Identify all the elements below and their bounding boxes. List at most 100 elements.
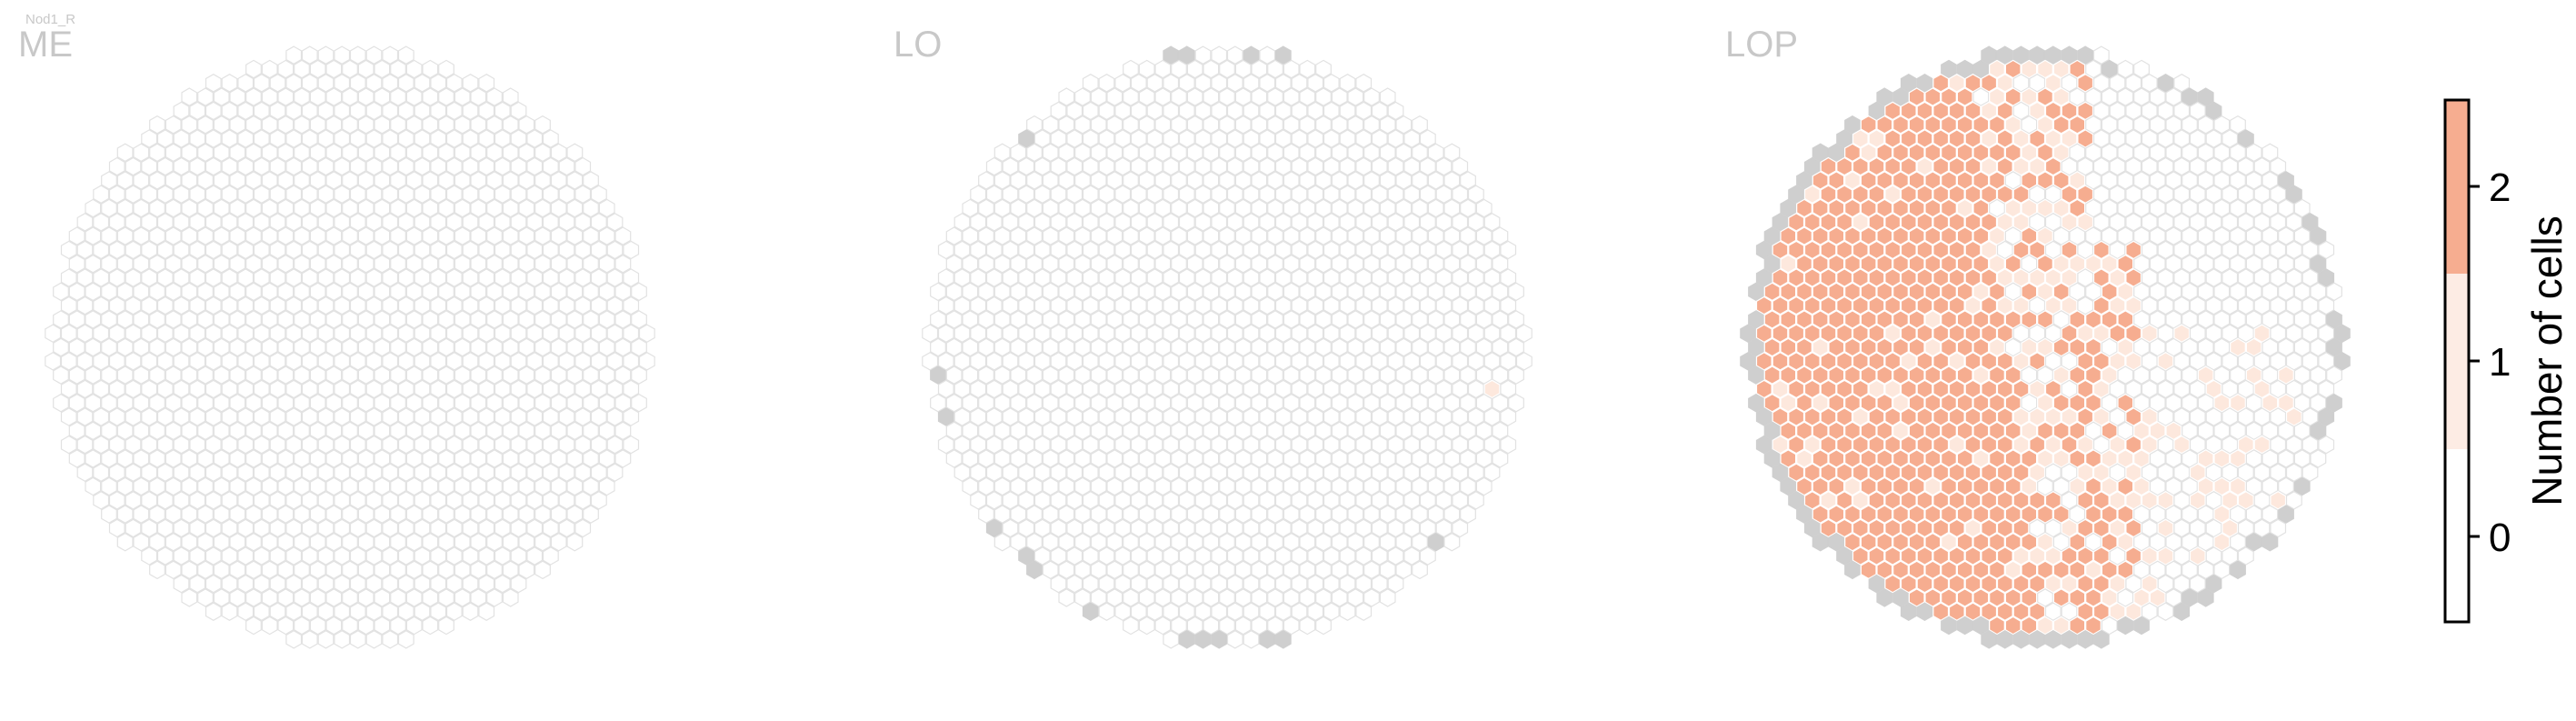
hex-column <box>1163 324 1180 343</box>
hex-column <box>1291 185 1308 204</box>
hex-column <box>1395 226 1413 245</box>
hex-column <box>1924 198 1942 218</box>
hex-column <box>1082 518 1099 538</box>
hex-column <box>1900 101 1917 121</box>
hex-column <box>1932 352 1950 371</box>
hex-column <box>1452 213 1469 232</box>
hex-column <box>1082 379 1099 399</box>
hex-column <box>1291 74 1308 93</box>
hex-column <box>1018 463 1035 482</box>
hex-column <box>462 518 479 538</box>
hex-column <box>2061 185 2078 204</box>
hex-column <box>1892 532 1909 552</box>
hex-column <box>365 602 383 621</box>
hex-column <box>1315 532 1332 552</box>
hex-column <box>1403 491 1421 510</box>
hex-column <box>2012 129 2030 148</box>
hex-column <box>1788 213 1805 232</box>
hex-column <box>1956 449 1973 468</box>
hex-column <box>2182 115 2198 135</box>
hex-column <box>1259 324 1276 343</box>
hex-column <box>558 518 575 538</box>
hex-column <box>1460 282 1476 302</box>
hex-column <box>1106 143 1123 163</box>
hex-column <box>542 518 559 538</box>
hex-column <box>430 268 447 287</box>
hex-column <box>590 213 607 232</box>
hex-column <box>342 476 358 496</box>
hex-column <box>1315 310 1332 329</box>
hex-column <box>1299 87 1316 106</box>
hex-column <box>1836 156 1853 176</box>
hex-column <box>414 240 431 260</box>
hex-column <box>2133 505 2150 524</box>
hex-column <box>261 87 278 106</box>
hex-column <box>1283 616 1300 636</box>
hex-column <box>1291 574 1308 594</box>
hex-column <box>2029 352 2046 371</box>
hex-column <box>1852 324 1869 343</box>
hex-column <box>1042 115 1059 135</box>
hex-column <box>229 198 246 218</box>
hex-column <box>285 435 303 455</box>
hex-column <box>173 352 190 371</box>
hex-column <box>1981 491 1998 510</box>
hex-column <box>76 463 94 482</box>
hex-column <box>245 143 262 163</box>
panel-title-me: ME <box>18 25 73 65</box>
hex-column <box>614 449 632 468</box>
hex-column <box>534 560 551 580</box>
hex-column <box>478 185 495 204</box>
hex-column <box>2149 198 2166 218</box>
hex-column <box>1956 87 1973 106</box>
hex-column <box>325 115 343 135</box>
hex-column <box>1163 518 1180 538</box>
hex-column <box>1475 226 1493 245</box>
hex-column <box>550 337 567 357</box>
hex-column <box>1932 295 1950 315</box>
hex-column <box>1972 421 1990 441</box>
hex-column <box>550 449 567 468</box>
hex-column <box>2061 240 2078 260</box>
hex-column <box>970 407 987 426</box>
hex-column <box>1259 602 1276 621</box>
hex-column <box>405 254 423 274</box>
hex-column <box>526 518 544 538</box>
hex-column <box>1002 240 1019 260</box>
hex-column <box>1948 491 1965 510</box>
hex-column <box>1772 379 1789 399</box>
hex-column <box>2044 518 2062 538</box>
hex-column <box>253 463 270 482</box>
hex-column <box>1267 254 1283 274</box>
hex-column <box>1274 45 1292 65</box>
hex-column <box>261 476 278 496</box>
hex-column <box>1387 463 1404 482</box>
hex-column <box>2213 393 2231 413</box>
hex-column <box>1467 213 1484 232</box>
hex-column <box>2173 74 2191 93</box>
hex-column <box>502 115 519 135</box>
hex-column <box>1419 491 1436 510</box>
hex-column <box>1283 337 1300 357</box>
hex-column <box>390 59 406 79</box>
hex-column <box>1916 574 1933 594</box>
hex-column <box>294 87 310 106</box>
hex-column <box>1860 393 1877 413</box>
hex-column <box>1130 185 1147 204</box>
hex-column <box>141 268 158 287</box>
hex-column <box>1130 546 1147 566</box>
hex-column <box>237 463 255 482</box>
hex-column <box>1852 435 1869 455</box>
hex-column <box>1419 240 1436 260</box>
hex-column <box>2109 213 2126 232</box>
hex-column <box>1114 379 1132 399</box>
hex-column <box>1291 156 1308 176</box>
hex-column <box>2077 435 2094 455</box>
hex-column <box>2230 505 2246 524</box>
hex-column <box>1941 449 1957 468</box>
hex-column <box>2109 602 2126 621</box>
hex-column <box>2182 171 2198 190</box>
hex-column <box>2133 393 2150 413</box>
hex-column <box>1074 87 1091 106</box>
hex-column <box>133 505 150 524</box>
